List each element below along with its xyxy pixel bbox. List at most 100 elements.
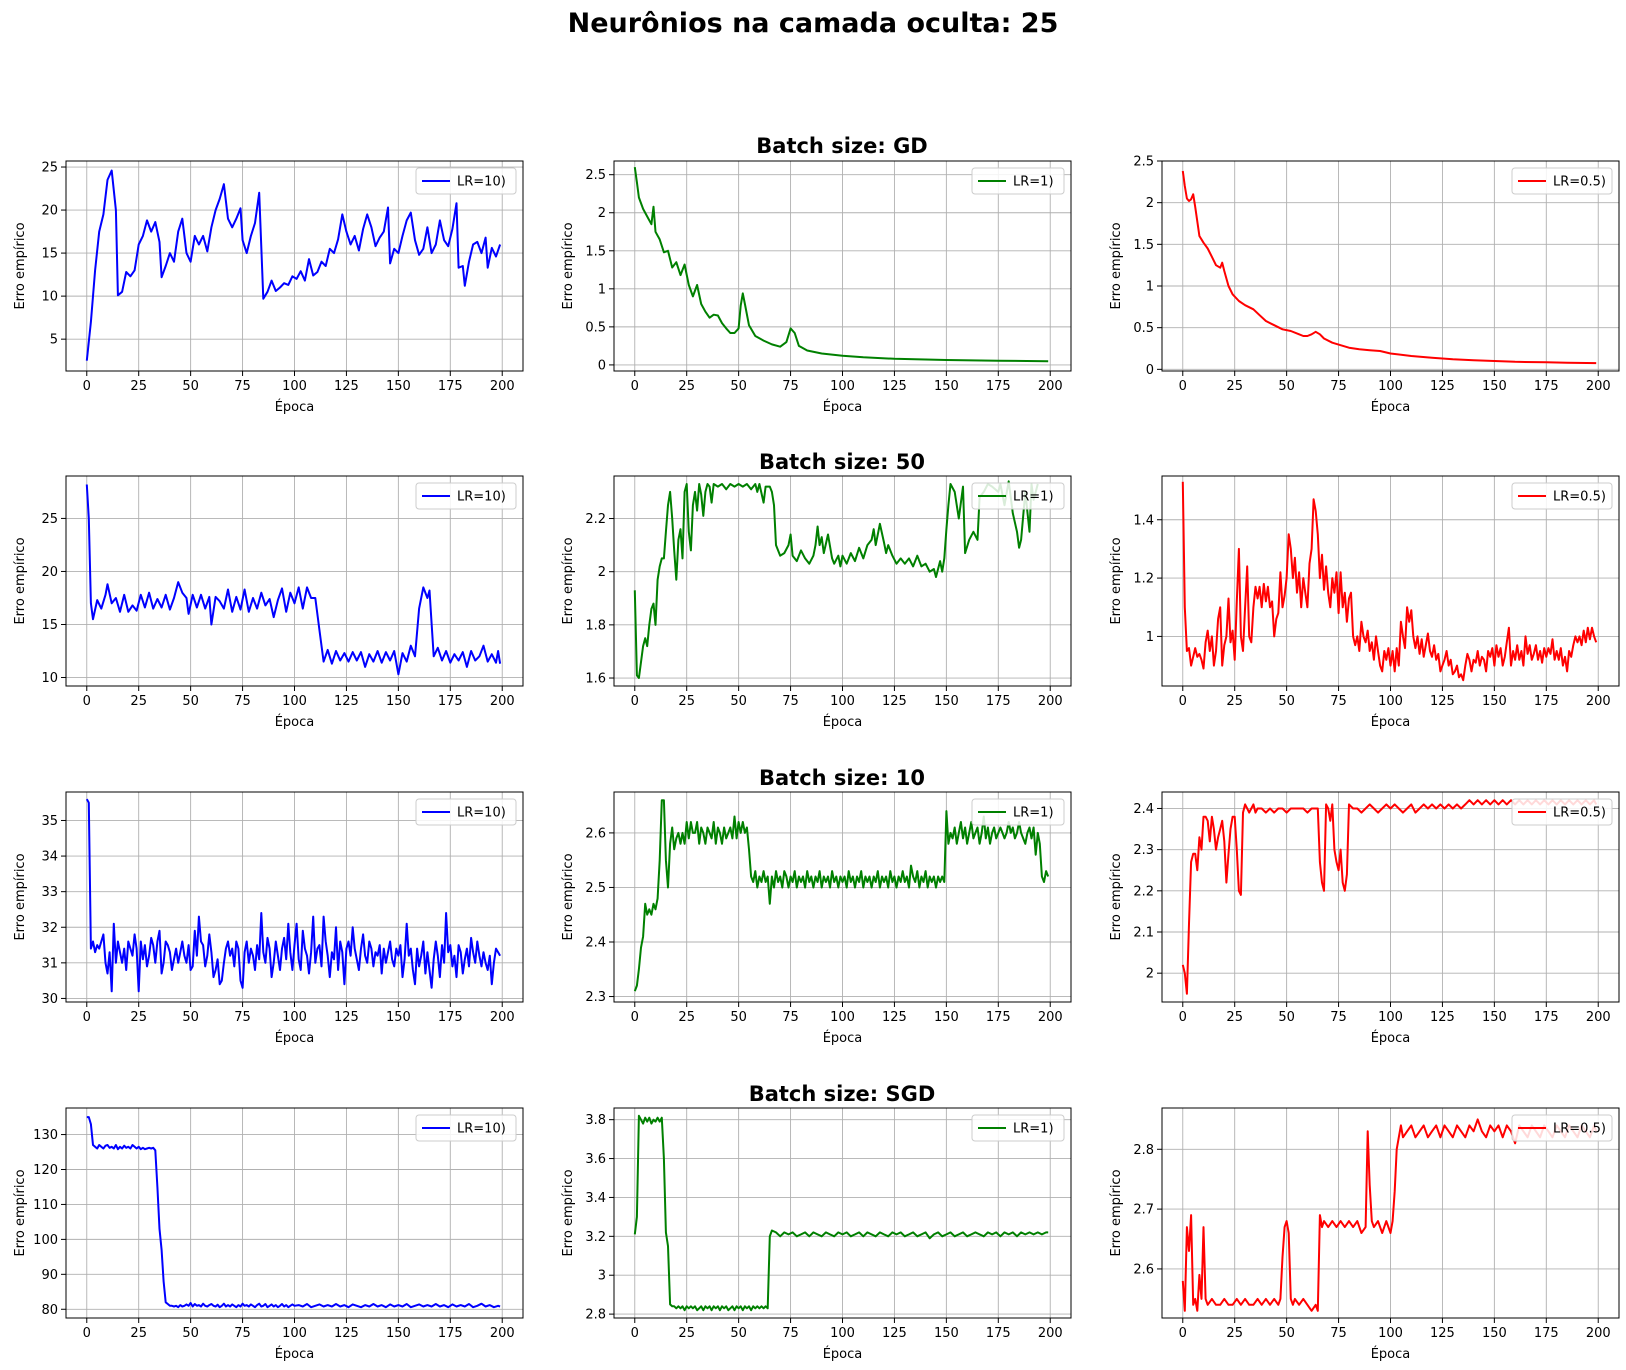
series-line: [85, 798, 501, 993]
x-axis-label: Época: [275, 714, 315, 730]
x-tick-label: 50: [1278, 379, 1295, 394]
x-tick-label: 75: [782, 1010, 799, 1025]
x-axis-label: Época: [1371, 399, 1411, 415]
y-tick-label: 1.6: [585, 672, 606, 687]
x-tick-label: 25: [678, 379, 695, 394]
x-axis-label: Época: [823, 714, 863, 730]
series-line: [1181, 799, 1598, 995]
y-tick-label: 2.5: [585, 168, 606, 183]
y-tick-label: 2.5: [1133, 155, 1154, 170]
x-tick-label: 50: [182, 1326, 199, 1341]
y-tick-label: 31: [41, 956, 58, 971]
x-tick-label: 175: [1534, 1010, 1559, 1025]
y-tick-label: 1.5: [585, 244, 606, 259]
x-tick-label: 50: [182, 694, 199, 709]
x-tick-label: 175: [986, 1326, 1011, 1341]
y-tick-label: 10: [41, 671, 58, 686]
x-tick-label: 150: [1482, 1326, 1507, 1341]
x-tick-label: 125: [334, 1010, 359, 1025]
legend: LR=0.5): [1511, 167, 1613, 195]
x-tick-label: 200: [1038, 1010, 1063, 1025]
y-tick-label: 2.3: [1133, 843, 1154, 858]
y-axis-label: Erro empírico: [1109, 1169, 1124, 1256]
x-tick-label: 100: [1378, 694, 1403, 709]
legend-label: LR=0.5): [1553, 806, 1606, 821]
subplot-r3-c0: 0 25 50 75 100 125 150 175 200 80 90 100 110 120 130 Ép…: [13, 1107, 524, 1362]
x-tick-label: 100: [830, 379, 855, 394]
x-tick-label: 125: [334, 1326, 359, 1341]
y-tick-label: 2: [1146, 196, 1154, 211]
subplot-r1-c1: 0 25 50 75 100 125 150 175 200 1.6 1.8 2 2.2 Época Err…: [561, 475, 1072, 730]
y-axis-label: Erro empírico: [561, 853, 576, 940]
legend: LR=0.5): [1511, 798, 1613, 826]
x-tick-label: 175: [438, 1326, 463, 1341]
y-tick-label: 1.4: [1133, 513, 1154, 528]
x-tick-label: 75: [782, 1326, 799, 1341]
y-tick-label: 2.8: [1133, 1143, 1154, 1158]
x-axis-label: Época: [275, 399, 315, 415]
x-tick-label: 25: [1226, 1326, 1243, 1341]
legend-box: [971, 482, 1065, 510]
y-tick-label: 2.7: [1133, 1203, 1154, 1218]
y-tick-label: 33: [41, 885, 58, 900]
y-tick-label: 1.2: [1133, 572, 1154, 587]
x-tick-label: 75: [1330, 694, 1347, 709]
x-axis-label: Época: [823, 1030, 863, 1046]
x-tick-label: 150: [1482, 379, 1507, 394]
y-tick-label: 25: [41, 161, 58, 176]
x-tick-label: 0: [631, 694, 639, 709]
legend: LR=10): [415, 1114, 517, 1142]
legend: LR=1): [971, 482, 1065, 510]
y-tick-label: 0: [1146, 363, 1154, 378]
legend-label: LR=10): [457, 490, 506, 505]
x-tick-label: 125: [882, 1010, 907, 1025]
x-tick-label: 200: [490, 694, 515, 709]
x-tick-label: 175: [1534, 379, 1559, 394]
x-tick-label: 25: [130, 1010, 147, 1025]
subplot-r2-c1: 0 25 50 75 100 125 150 175 200 2.3 2.4 2.5 2.6 Época E…: [561, 791, 1072, 1046]
y-tick-label: 3.6: [585, 1152, 606, 1167]
y-tick-label: 1: [598, 282, 606, 297]
x-tick-label: 50: [1278, 694, 1295, 709]
y-tick-label: 2.8: [585, 1308, 606, 1323]
x-tick-label: 125: [1430, 1010, 1455, 1025]
x-tick-label: 150: [1482, 694, 1507, 709]
x-tick-label: 175: [438, 694, 463, 709]
legend-label: LR=1): [1013, 175, 1054, 190]
x-tick-label: 125: [1430, 1326, 1455, 1341]
x-tick-label: 200: [1038, 1326, 1063, 1341]
x-tick-label: 100: [830, 1010, 855, 1025]
x-tick-label: 75: [782, 379, 799, 394]
x-tick-label: 175: [438, 379, 463, 394]
x-tick-label: 100: [830, 1326, 855, 1341]
y-tick-label: 1: [1146, 630, 1154, 645]
row-title-sgd: Batch size: SGD: [749, 1082, 936, 1106]
x-tick-label: 75: [234, 1010, 251, 1025]
legend-box: [1511, 167, 1613, 195]
y-tick-label: 1.8: [585, 618, 606, 633]
legend-box: [971, 1114, 1065, 1142]
x-tick-label: 0: [1179, 379, 1187, 394]
legend-box: [1511, 482, 1613, 510]
legend: LR=1): [971, 167, 1065, 195]
x-tick-label: 200: [490, 1326, 515, 1341]
y-tick-label: 80: [41, 1303, 58, 1318]
x-tick-label: 175: [986, 1010, 1011, 1025]
figure-suptitle: Neurônios na camada oculta: 25: [568, 8, 1059, 39]
y-tick-label: 2.2: [1133, 884, 1154, 899]
x-tick-label: 0: [83, 694, 91, 709]
subplot-r0-c1: 0 25 50 75 100 125 150 175 200 0 0.5 1 1.5 2 2.5 Época E…: [561, 160, 1072, 415]
y-tick-label: 2: [1146, 967, 1154, 982]
x-tick-label: 200: [1038, 694, 1063, 709]
x-tick-label: 125: [882, 1326, 907, 1341]
series-line: [85, 169, 502, 361]
y-axis-label: Erro empírico: [13, 537, 28, 624]
subplot-r3-c1: 0 25 50 75 100 125 150 175 200 2.8 3 3.2 3.4 3.6 3.8 Ép…: [561, 1107, 1072, 1362]
x-tick-label: 125: [1430, 379, 1455, 394]
subplot-r3-c2: 0 25 50 75 100 125 150 175 200 2.6 2.7 2.8 Época Erro…: [1109, 1107, 1620, 1362]
y-tick-label: 2: [598, 565, 606, 580]
y-tick-label: 2.3: [585, 990, 606, 1005]
y-axis-label: Erro empírico: [1109, 853, 1124, 940]
y-tick-label: 3.2: [585, 1230, 606, 1245]
y-axis-label: Erro empírico: [561, 1169, 576, 1256]
